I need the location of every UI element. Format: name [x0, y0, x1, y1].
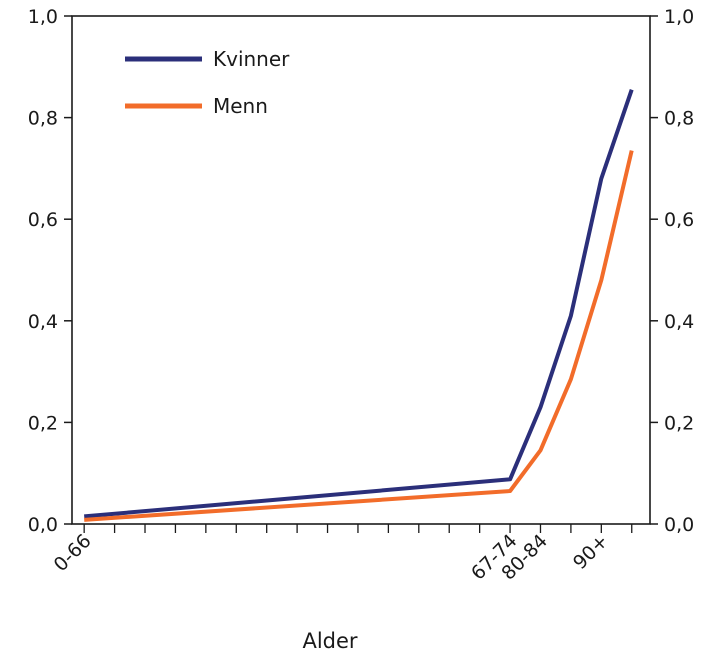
plot-border [71, 15, 651, 525]
y-tick-label-right: 0,0 [664, 514, 694, 536]
x-tick-label: 0-66 [50, 530, 96, 576]
legend-label-menn: Menn [213, 94, 268, 118]
y-tick-label-right: 0,6 [664, 209, 694, 231]
plot-frame [71, 15, 651, 525]
y-tick-label-left: 0,6 [28, 209, 58, 231]
y-tick-label-left: 0,4 [28, 311, 58, 333]
x-axis-title: Alder [302, 629, 357, 653]
series-line-menn [84, 150, 634, 522]
y-tick-label-left: 0,2 [28, 412, 58, 434]
x-tick-label: 90+ [569, 530, 613, 574]
y-tick-label-left: 1,0 [28, 6, 58, 28]
y-tick-label-right: 0,4 [664, 311, 694, 333]
y-tick-label-left: 0,8 [28, 108, 58, 130]
legend: Kvinner Menn [125, 47, 290, 118]
series-layer [84, 89, 634, 522]
y-axis-right: 0,0 0,2 0,4 0,6 0,8 1,0 [650, 6, 694, 536]
y-tick-label-right: 1,0 [664, 6, 694, 28]
series-line-kvinner [84, 89, 634, 519]
legend-label-kvinner: Kvinner [213, 47, 290, 71]
y-axis-left: 0,0 0,2 0,4 0,6 0,8 1,0 [28, 6, 72, 536]
y-tick-label-left: 0,0 [28, 514, 58, 536]
y-tick-label-right: 0,2 [664, 412, 694, 434]
y-tick-label-right: 0,8 [664, 108, 694, 130]
